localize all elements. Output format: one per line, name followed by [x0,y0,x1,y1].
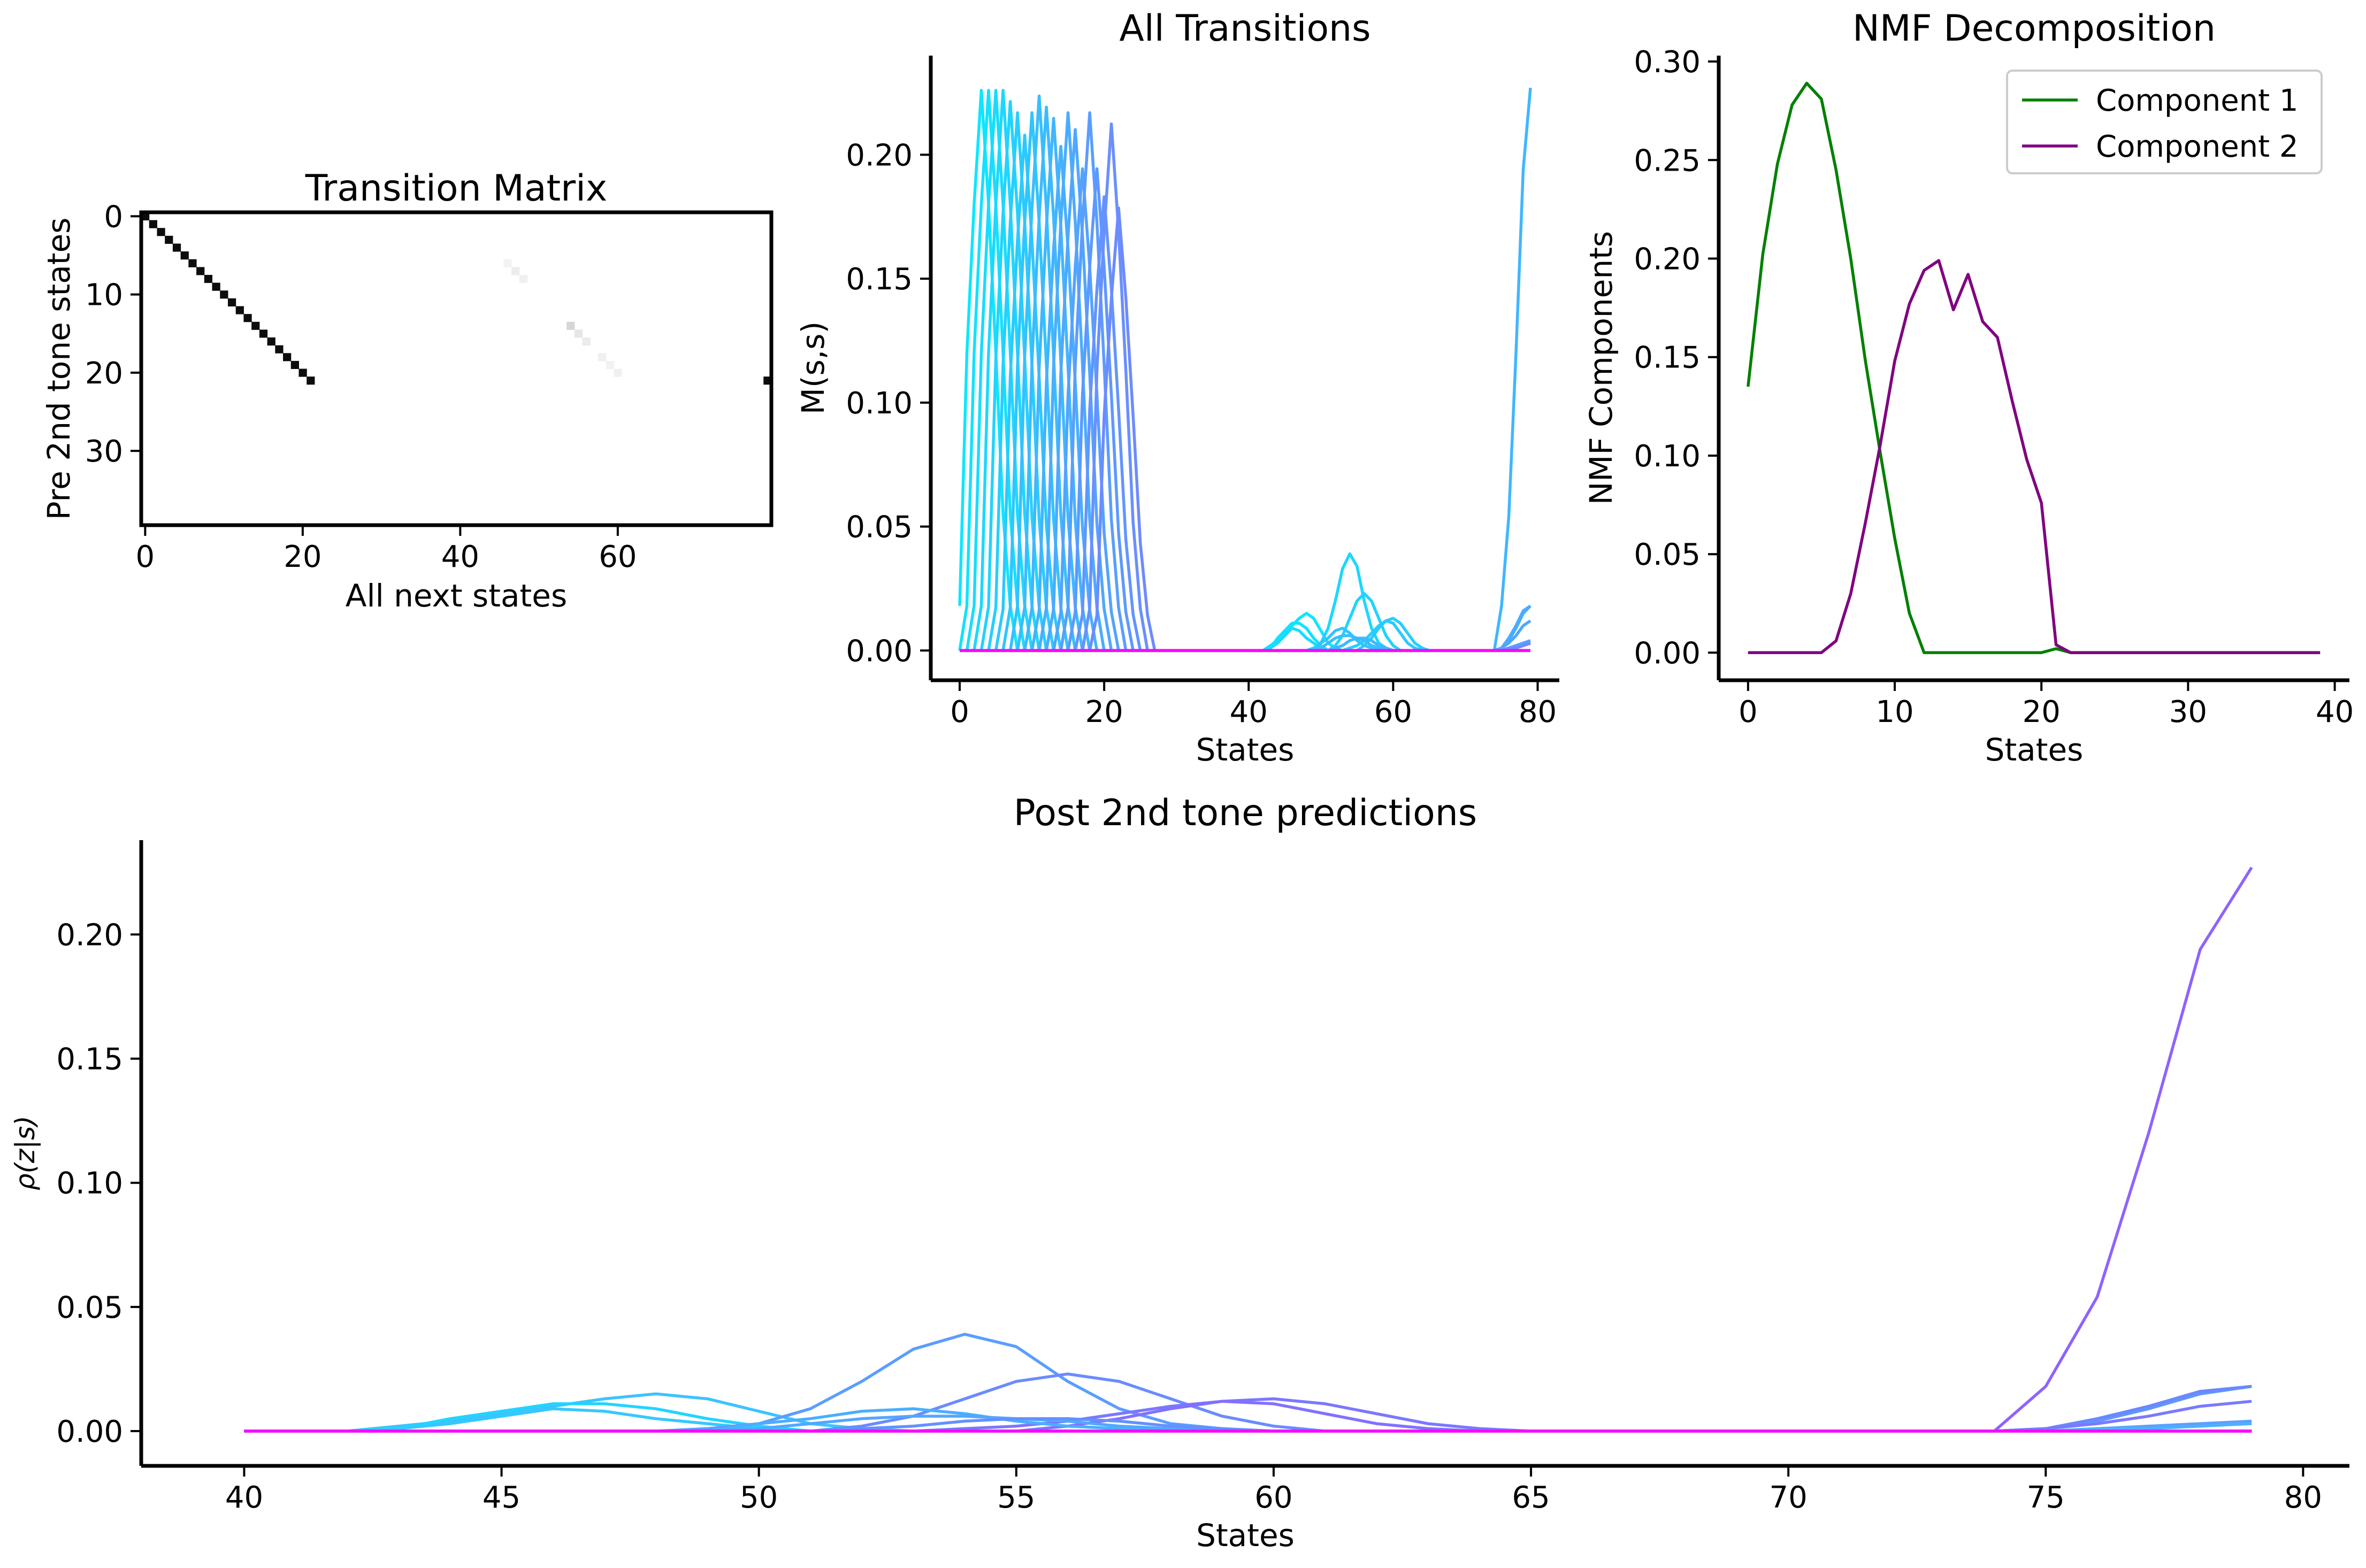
heatmap-cell [243,314,251,322]
x-tick-label: 40 [2316,695,2354,729]
x-axis-label: States [1196,1517,1295,1554]
y-tick-label: 0.15 [846,262,913,297]
heatmap-cell [173,244,181,252]
y-tick-label: 0.05 [56,1290,123,1325]
heatmap-cell [598,353,606,361]
y-axis-label: ρ(z|s) [10,1116,41,1190]
heatmap-cell [566,322,575,330]
heatmap-cell [503,259,511,267]
chart-title: All Transitions [1119,7,1370,50]
y-tick-label: 10 [85,278,123,313]
x-tick-label: 40 [225,1480,263,1515]
x-tick-label: 10 [1875,695,1913,729]
heatmap-cell [614,369,622,377]
legend-label: Component 2 [2096,129,2299,164]
heatmap-cell [299,369,307,377]
x-tick-label: 70 [1770,1480,1808,1515]
heatmap-cell [236,306,244,314]
y-tick-label: 0.05 [1634,537,1701,572]
heatmap-cell [157,228,165,236]
heatmap-cell [196,267,204,275]
heatmap-cell [165,236,173,244]
heatmap-cell [291,361,299,369]
heatmap-cell [259,329,267,337]
x-axis-label: States [1196,732,1295,768]
y-tick-label: 0.20 [56,918,123,952]
x-tick-label: 60 [1254,1480,1292,1515]
x-tick-label: 0 [136,540,155,574]
heatmap-cell [267,337,275,345]
y-tick-label: 0.15 [56,1042,123,1077]
heatmap-cell [511,267,519,275]
x-tick-label: 30 [2169,695,2207,729]
y-tick-label: 0.15 [1634,341,1701,375]
x-tick-label: 60 [1374,695,1412,729]
heatmap-cell [575,329,583,337]
y-tick-label: 0.10 [846,386,913,421]
heatmap-cell [220,290,228,298]
y-tick-label: 0.10 [56,1166,123,1201]
y-tick-label: 0.25 [1634,143,1701,178]
legend-label: Component 1 [2096,83,2299,118]
x-tick-label: 60 [599,540,637,574]
y-tick-label: 0.00 [56,1415,123,1449]
y-tick-label: 0.20 [846,138,913,173]
chart-title: Transition Matrix [305,167,608,210]
x-tick-label: 0 [950,695,969,729]
x-tick-label: 65 [1512,1480,1550,1515]
x-axis-label: States [1985,732,2084,768]
y-tick-label: 20 [85,356,123,391]
x-tick-label: 20 [284,540,321,574]
y-tick-label: 0.30 [1634,45,1701,80]
heatmap-cell [228,298,236,306]
heatmap-cell [212,283,220,291]
heatmap-cell [275,345,283,353]
y-tick-label: 0.20 [1634,242,1701,277]
y-axis-label: NMF Components [1583,231,1619,505]
y-tick-label: 0.05 [846,510,913,545]
heatmap-cell [606,361,614,369]
x-tick-label: 80 [1519,695,1557,729]
heatmap-cell [583,337,591,345]
y-tick-label: 0.10 [1634,439,1701,474]
heatmap-cell [204,275,212,283]
y-tick-label: 0 [104,199,123,234]
y-tick-label: 0.00 [846,634,913,668]
x-tick-label: 75 [2027,1480,2065,1515]
x-tick-label: 45 [483,1480,520,1515]
x-tick-label: 55 [997,1480,1035,1515]
y-tick-label: 0.00 [1634,636,1701,671]
x-tick-label: 40 [441,540,479,574]
heatmap-cell [181,251,189,259]
x-tick-label: 0 [1739,695,1758,729]
y-tick-label: 30 [85,434,123,469]
y-axis-label: Pre 2nd tone states [41,218,77,520]
heatmap-cell [307,376,315,385]
x-tick-label: 80 [2284,1480,2322,1515]
heatmap-cell [188,259,196,267]
chart-title: NMF Decomposition [1852,7,2216,50]
heatmap-cell [283,353,291,361]
x-tick-label: 50 [740,1480,778,1515]
heatmap-cell [251,322,259,330]
y-axis-label: M(s,s) [795,321,831,414]
heatmap-cell [149,220,157,228]
x-tick-label: 20 [1085,695,1123,729]
heatmap-cell [519,275,527,283]
chart-title: Post 2nd tone predictions [1014,792,1477,834]
x-tick-label: 20 [2023,695,2061,729]
x-axis-label: All next states [346,578,567,614]
x-tick-label: 40 [1230,695,1268,729]
